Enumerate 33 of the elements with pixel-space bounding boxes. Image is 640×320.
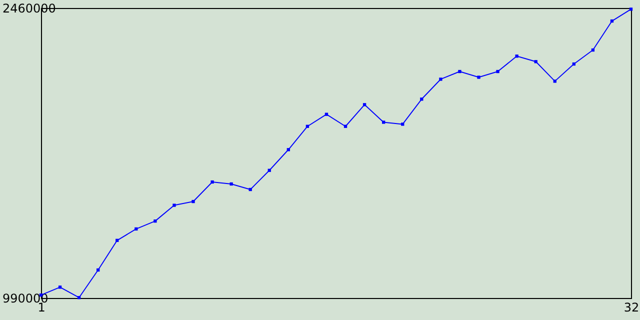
point: [420, 98, 424, 101]
point: [362, 103, 366, 106]
point: [458, 70, 462, 74]
point: [134, 227, 138, 231]
point: [382, 120, 386, 124]
point: [268, 168, 271, 172]
point: [401, 122, 404, 126]
point: [344, 124, 348, 128]
point: [58, 286, 62, 289]
point: [496, 70, 500, 74]
point: [324, 112, 328, 116]
x-tick-label: 32: [624, 300, 640, 314]
point: [534, 60, 538, 64]
point: [192, 200, 195, 204]
point: [306, 124, 310, 128]
point: [116, 238, 119, 242]
point: [591, 48, 595, 52]
point: [477, 76, 480, 79]
point: [439, 78, 442, 81]
point: [515, 54, 518, 58]
point: [610, 19, 614, 23]
point: [230, 182, 233, 186]
y-tick-label: 2460000: [2, 2, 56, 16]
point: [77, 296, 81, 300]
point: [553, 80, 556, 83]
point: [629, 8, 633, 11]
point: [572, 62, 576, 66]
point: [96, 268, 100, 272]
point: [286, 148, 290, 152]
point: [210, 180, 214, 184]
point: [154, 219, 157, 223]
point: [248, 188, 252, 192]
point: [172, 204, 176, 207]
